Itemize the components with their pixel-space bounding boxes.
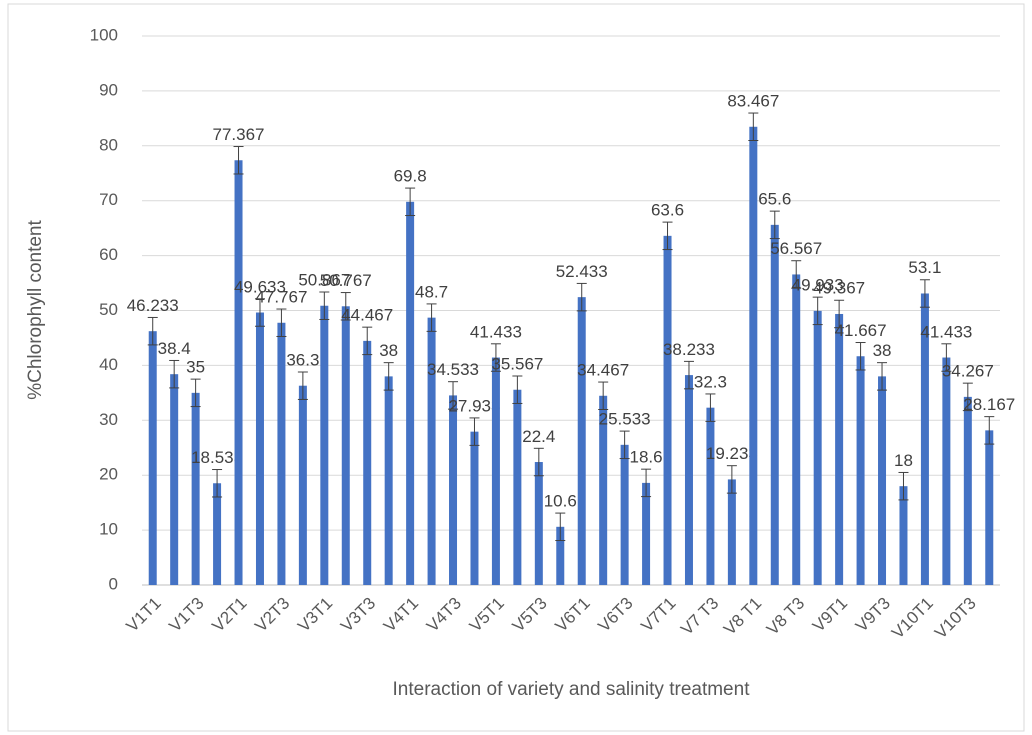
data-label: 50.767 <box>320 271 372 290</box>
data-label: 52.433 <box>556 262 608 281</box>
bar <box>534 462 543 585</box>
data-label: 25.533 <box>599 410 651 429</box>
bar <box>770 224 779 585</box>
bar <box>856 356 865 585</box>
bar <box>363 340 372 585</box>
data-label: 63.6 <box>651 201 684 220</box>
y-tick-label: 40 <box>99 355 118 374</box>
bar <box>642 482 651 585</box>
bar <box>942 357 951 585</box>
bar <box>963 396 972 585</box>
bar <box>406 201 415 585</box>
data-label: 41.433 <box>470 322 522 341</box>
data-label: 56.567 <box>770 239 822 258</box>
bar <box>277 322 286 585</box>
data-label: 83.467 <box>727 92 779 111</box>
bar <box>470 431 479 585</box>
bar <box>556 526 565 585</box>
data-label: 53.1 <box>908 258 941 277</box>
bar <box>835 313 844 585</box>
x-axis-title: Interaction of variety and salinity trea… <box>393 679 751 700</box>
bar <box>985 430 994 585</box>
bar <box>255 312 264 585</box>
bar <box>213 483 222 585</box>
data-label: 34.467 <box>577 361 629 380</box>
data-label: 10.6 <box>544 492 577 511</box>
y-tick-label: 0 <box>109 574 118 593</box>
bar <box>341 306 350 585</box>
bar <box>298 385 307 585</box>
bar <box>727 479 736 585</box>
bar <box>234 160 243 585</box>
data-label: 18 <box>894 451 913 470</box>
data-label: 49.633 <box>234 277 286 296</box>
bar <box>449 395 458 585</box>
data-label: 22.4 <box>522 427 555 446</box>
data-label: 34.267 <box>942 362 994 381</box>
bar <box>170 374 179 585</box>
bar <box>513 389 522 585</box>
y-tick-label: 30 <box>99 410 118 429</box>
bar <box>427 317 436 585</box>
bar <box>663 235 672 585</box>
bar <box>920 293 929 585</box>
bar <box>878 376 887 585</box>
y-axis-title: %Chlorophyll content <box>25 220 46 400</box>
data-label: 41.667 <box>835 321 887 340</box>
data-label: 48.7 <box>415 282 448 301</box>
data-label: 38 <box>379 341 398 360</box>
bar <box>684 375 693 585</box>
data-label: 32.3 <box>694 372 727 391</box>
y-tick-label: 20 <box>99 465 118 484</box>
data-label: 35 <box>186 358 205 377</box>
data-label: 18.6 <box>630 448 663 467</box>
data-label: 46.233 <box>127 296 179 315</box>
data-label: 41.433 <box>920 322 972 341</box>
data-label: 44.467 <box>341 306 393 325</box>
bar <box>599 395 608 585</box>
y-tick-label: 70 <box>99 190 118 209</box>
data-label: 18.533 <box>191 448 243 467</box>
bar <box>749 126 758 585</box>
bar <box>148 331 157 585</box>
data-label: 36.3 <box>286 350 319 369</box>
y-tick-label: 100 <box>90 25 118 44</box>
data-label: 38.233 <box>663 340 715 359</box>
chart-border <box>7 3 1025 732</box>
data-label: 19.233 <box>706 444 758 463</box>
bar <box>384 376 393 585</box>
bar <box>706 407 715 585</box>
data-label: 69.8 <box>394 167 427 186</box>
bar <box>792 274 801 585</box>
y-tick-label: 50 <box>99 300 118 319</box>
data-label: 65.6 <box>758 190 791 209</box>
y-tick-label: 60 <box>99 245 118 264</box>
bar <box>813 310 822 585</box>
data-label: 49.367 <box>813 279 865 298</box>
y-tick-label: 90 <box>99 80 118 99</box>
bar <box>191 392 200 585</box>
y-tick-label: 80 <box>99 135 118 154</box>
data-label: 34.533 <box>427 360 479 379</box>
data-label: 27.933 <box>448 396 500 415</box>
data-label: 38.4 <box>158 339 191 358</box>
data-label: 35.567 <box>491 354 543 373</box>
data-label: 38 <box>873 341 892 360</box>
data-label: 47.767 <box>255 288 307 307</box>
bar <box>320 305 329 585</box>
bar <box>577 297 586 585</box>
data-label: 49.933 <box>792 276 844 295</box>
bar <box>491 357 500 585</box>
bar <box>899 486 908 585</box>
data-label: 77.367 <box>213 125 265 144</box>
y-tick-label: 10 <box>99 520 118 539</box>
bar <box>620 444 629 585</box>
data-label: 28.167 <box>963 395 1015 414</box>
data-label: 50.867 <box>298 270 350 289</box>
